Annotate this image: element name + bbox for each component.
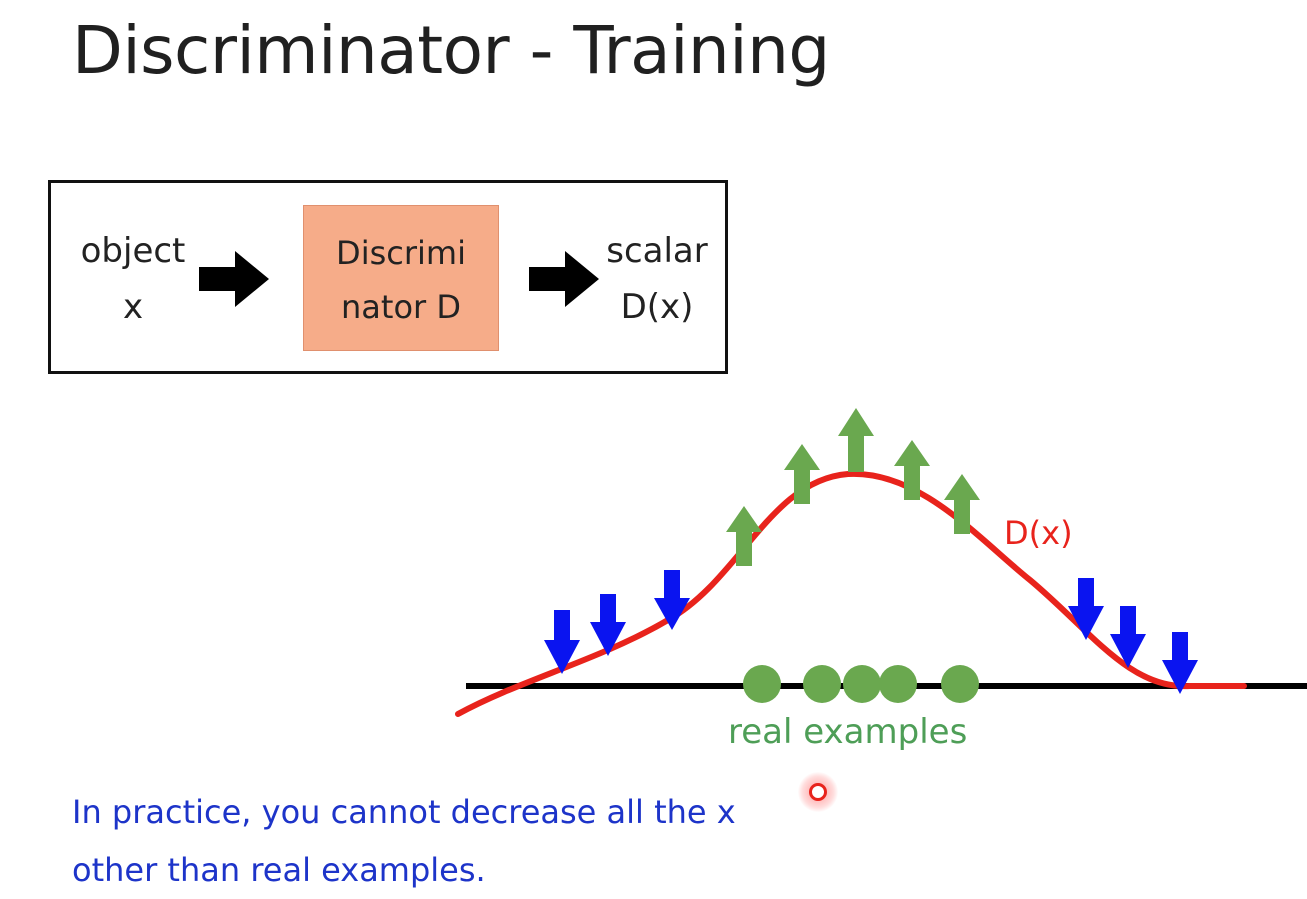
- down-arrow-icon: [590, 594, 626, 656]
- down-arrow-icon: [1162, 632, 1198, 694]
- output-label-line2: D(x): [620, 287, 694, 327]
- input-label: object x: [63, 223, 203, 335]
- practice-note-line2: other than real examples.: [72, 851, 486, 889]
- cursor-dot: [809, 783, 827, 801]
- pointer-cursor-icon: [798, 772, 838, 812]
- down-arrow-icon: [1068, 578, 1104, 640]
- practice-note-line1: In practice, you cannot decrease all the…: [72, 793, 736, 831]
- real-example-point: [803, 665, 841, 703]
- input-label-line1: object: [80, 231, 186, 271]
- down-arrow-icon: [654, 570, 690, 630]
- arrow-right-icon: [199, 251, 269, 307]
- output-label: scalar D(x): [587, 223, 727, 335]
- discriminator-label-line2: nator D: [341, 288, 461, 326]
- input-label-line2: x: [122, 287, 144, 327]
- real-example-point: [879, 665, 917, 703]
- up-arrow-icon: [838, 408, 874, 472]
- slide-title: Discriminator - Training: [72, 12, 830, 89]
- up-arrow-icon: [894, 440, 930, 500]
- up-arrow-icon: [784, 444, 820, 504]
- pipeline-diagram: object x Discrimi nator D scalar D(x): [48, 180, 728, 374]
- discriminator-block: Discrimi nator D: [303, 205, 499, 351]
- real-examples-label: real examples: [728, 712, 968, 752]
- real-example-point: [941, 665, 979, 703]
- arrow-right-icon: [529, 251, 599, 307]
- down-arrow-icon: [544, 610, 580, 674]
- decrease-arrows: [544, 570, 1198, 694]
- up-arrow-icon: [726, 506, 762, 566]
- output-label-line1: scalar: [606, 231, 708, 271]
- increase-arrows: [726, 408, 980, 566]
- practice-note: In practice, you cannot decrease all the…: [72, 783, 736, 899]
- real-example-point: [843, 665, 881, 703]
- real-example-point: [743, 665, 781, 703]
- up-arrow-icon: [944, 474, 980, 534]
- discriminator-label-line1: Discrimi: [336, 234, 466, 272]
- down-arrow-icon: [1110, 606, 1146, 668]
- curve-label: D(x): [1004, 514, 1073, 552]
